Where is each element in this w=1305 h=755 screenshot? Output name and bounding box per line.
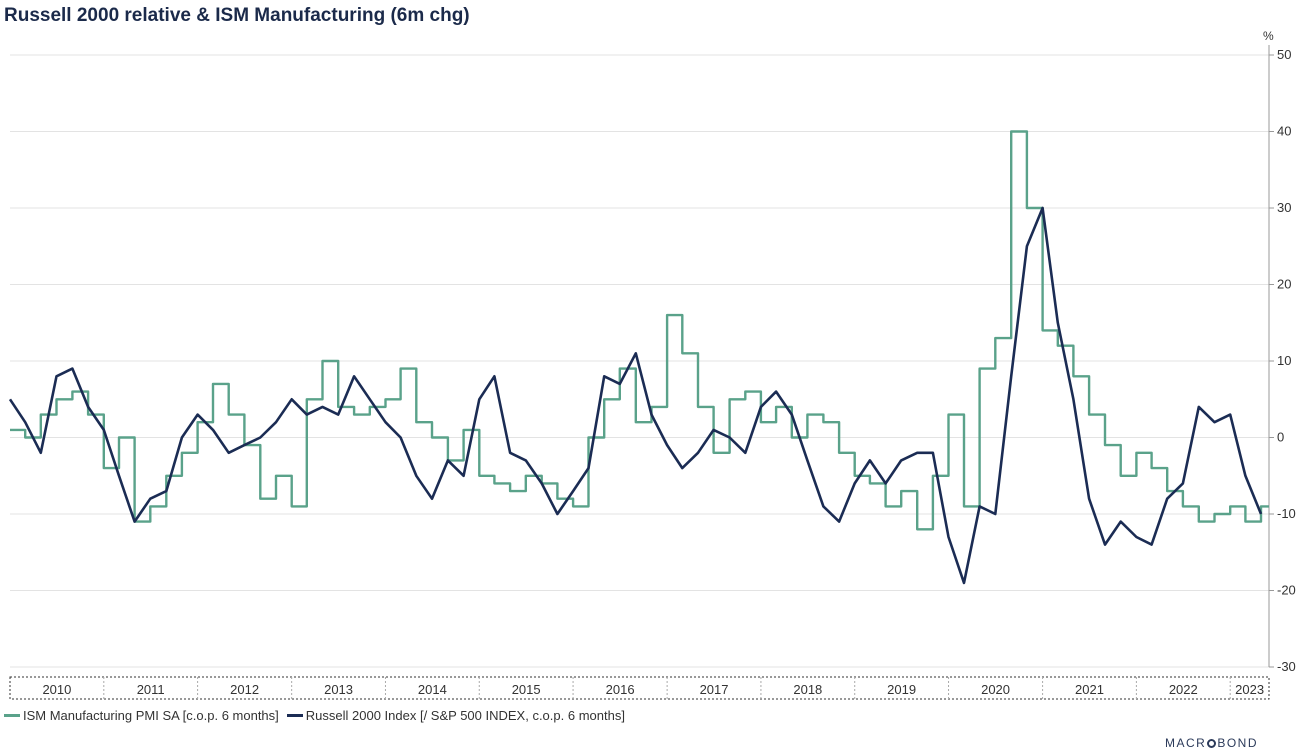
y-tick-label: 30 bbox=[1277, 200, 1291, 215]
series-line-russell bbox=[8, 206, 1263, 585]
series-line-ism bbox=[10, 130, 1269, 531]
x-tick-label: 2013 bbox=[324, 682, 353, 697]
legend-item-russell: Russell 2000 Index [/ S&P 500 INDEX, c.o… bbox=[286, 708, 625, 723]
x-tick-label: 2012 bbox=[230, 682, 259, 697]
grid-lines bbox=[10, 54, 1269, 668]
y-tick-label: 10 bbox=[1277, 353, 1291, 368]
x-axis-ticks: 2010 2011 2012 2013 2014 2015 2016 2017 2018 2019… bbox=[42, 677, 1264, 699]
x-tick-label: 2021 bbox=[1075, 682, 1104, 697]
legend-label-russell: Russell 2000 Index [/ S&P 500 INDEX, c.o… bbox=[305, 708, 625, 723]
legend-swatch-russell bbox=[286, 714, 303, 717]
legend-swatch-ism bbox=[4, 714, 20, 717]
x-tick-label: 2019 bbox=[887, 682, 916, 697]
x-tick-label: 2018 bbox=[793, 682, 822, 697]
x-tick-label: 2015 bbox=[512, 682, 541, 697]
x-tick-label: 2016 bbox=[606, 682, 635, 697]
y-axis-ticks: 50 40 30 20 10 0 -10 -20 -30 bbox=[1268, 45, 1296, 674]
x-tick-label: 2020 bbox=[981, 682, 1010, 697]
y-tick-label: 20 bbox=[1277, 277, 1291, 292]
x-axis-box bbox=[9, 676, 1270, 700]
legend-label-ism: ISM Manufacturing PMI SA [c.o.p. 6 month… bbox=[23, 708, 279, 723]
x-tick-label: 2014 bbox=[418, 682, 447, 697]
y-tick-label: 0 bbox=[1277, 430, 1284, 445]
y-tick-label: -20 bbox=[1277, 583, 1296, 598]
y-tick-label: 50 bbox=[1277, 47, 1291, 62]
x-tick-label: 2023 bbox=[1235, 682, 1264, 697]
x-tick-label: 2010 bbox=[42, 682, 71, 697]
page-title: Russell 2000 relative & ISM Manufacturin… bbox=[4, 5, 470, 26]
macrobond-logo: MACR BOND bbox=[1164, 736, 1258, 750]
legend: ISM Manufacturing PMI SA [c.o.p. 6 month… bbox=[4, 708, 625, 723]
y-axis-unit: % bbox=[1263, 29, 1274, 43]
legend-item-ism: ISM Manufacturing PMI SA [c.o.p. 6 month… bbox=[4, 708, 279, 723]
x-tick-label: 2022 bbox=[1169, 682, 1198, 697]
y-tick-label: -10 bbox=[1277, 506, 1296, 521]
x-tick-label: 2017 bbox=[700, 682, 729, 697]
y-tick-label: 40 bbox=[1277, 124, 1291, 139]
y-tick-label: -30 bbox=[1277, 659, 1296, 674]
series-lines bbox=[8, 130, 1269, 585]
x-tick-label: 2011 bbox=[137, 682, 165, 697]
